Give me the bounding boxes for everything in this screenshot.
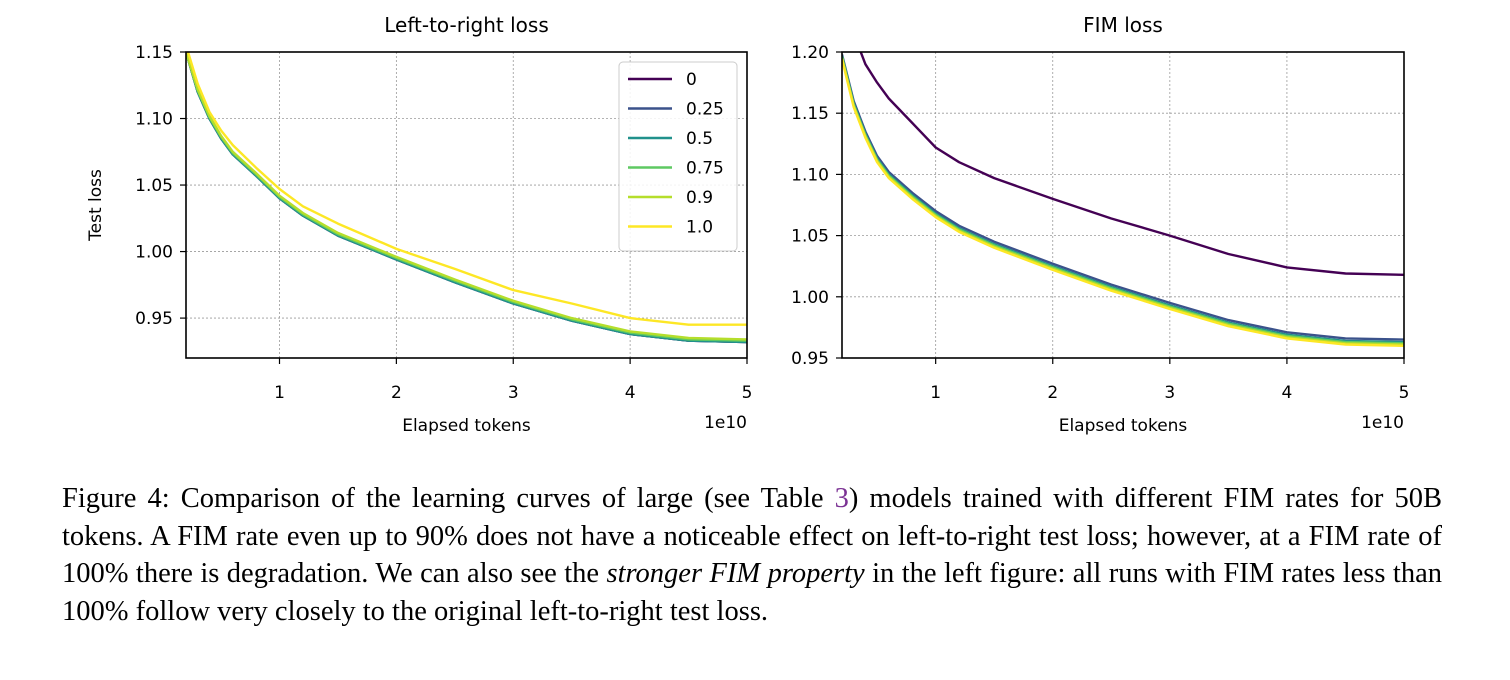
series-line-0-5 (842, 55, 1404, 344)
x-tick-label: 2 (1047, 383, 1058, 403)
series-line-0 (859, 52, 1404, 276)
y-tick-label: 1.05 (791, 227, 829, 247)
y-tick-label: 0.95 (135, 309, 173, 329)
y-tick-label: 1.10 (135, 110, 173, 130)
series-lines (842, 52, 1404, 347)
x-offset-label: 1e10 (1361, 413, 1404, 433)
y-axis-label: Test loss (86, 169, 106, 242)
series-line-1-0 (186, 52, 747, 326)
y-tick-label: 1.15 (791, 104, 829, 124)
x-axis-label: Elapsed tokens (1059, 416, 1188, 436)
legend-box (618, 61, 738, 252)
x-tick-label: 1 (930, 383, 941, 403)
x-tick-label: 5 (742, 383, 753, 403)
x-tick-label: 5 (1399, 383, 1410, 403)
y-tick-label: 1.15 (135, 43, 173, 63)
x-tick-label: 4 (625, 383, 636, 403)
figure-caption: Figure 4: Comparison of the learning cur… (62, 480, 1442, 630)
legend-label: 0.5 (686, 129, 713, 149)
series-line-0-9 (186, 52, 747, 341)
legend-label: 0.9 (686, 188, 713, 208)
legend: 0 0.25 0.5 0.75 0.9 1.0 (618, 61, 738, 252)
caption-part1: Comparison of the learning curves of lar… (180, 483, 835, 514)
x-tick-label: 3 (1164, 383, 1175, 403)
series-line-1-0 (842, 59, 1404, 347)
y-tick-label: 1.00 (135, 243, 173, 263)
caption-label: Figure 4: (62, 483, 181, 514)
legend-label: 0.75 (686, 159, 724, 179)
y-tick-label: 1.20 (791, 43, 829, 63)
y-tick-label: 0.95 (791, 349, 829, 369)
legend-label: 1.0 (686, 218, 713, 238)
x-offset-label: 1e10 (704, 413, 747, 433)
axes-frame (841, 51, 1405, 359)
y-tick-label: 1.00 (791, 288, 829, 308)
x-axis-label: Elapsed tokens (402, 416, 531, 436)
x-tick-label: 2 (391, 383, 402, 403)
y-tick-label: 1.05 (135, 176, 173, 196)
chart-title: Left-to-right loss (384, 13, 549, 37)
series-line-0-75 (842, 56, 1404, 345)
caption-part2: ) models trained with different FIM rate… (62, 483, 1442, 589)
series-line-0-9 (842, 57, 1404, 346)
y-tick-label: 1.10 (791, 165, 829, 185)
table-ref-link[interactable]: 3 (834, 483, 849, 514)
x-tick-label: 1 (274, 383, 285, 403)
series-lines (186, 52, 747, 344)
x-tick-label: 3 (508, 383, 519, 403)
legend-label: 0.25 (686, 100, 724, 120)
legend-label: 0 (686, 70, 697, 90)
x-tick-label: 4 (1282, 383, 1293, 403)
caption-part3: in the left figure: all runs with FIM ra… (62, 558, 1442, 627)
caption-emphasis: stronger FIM property (606, 558, 865, 589)
right-chart: 1 2 3 4 5 0.95 1.00 1.05 1.10 1.15 1.20 FIM loss Ela… (791, 13, 1410, 436)
axes-frame (185, 51, 748, 359)
chart-title: FIM loss (1083, 13, 1163, 37)
